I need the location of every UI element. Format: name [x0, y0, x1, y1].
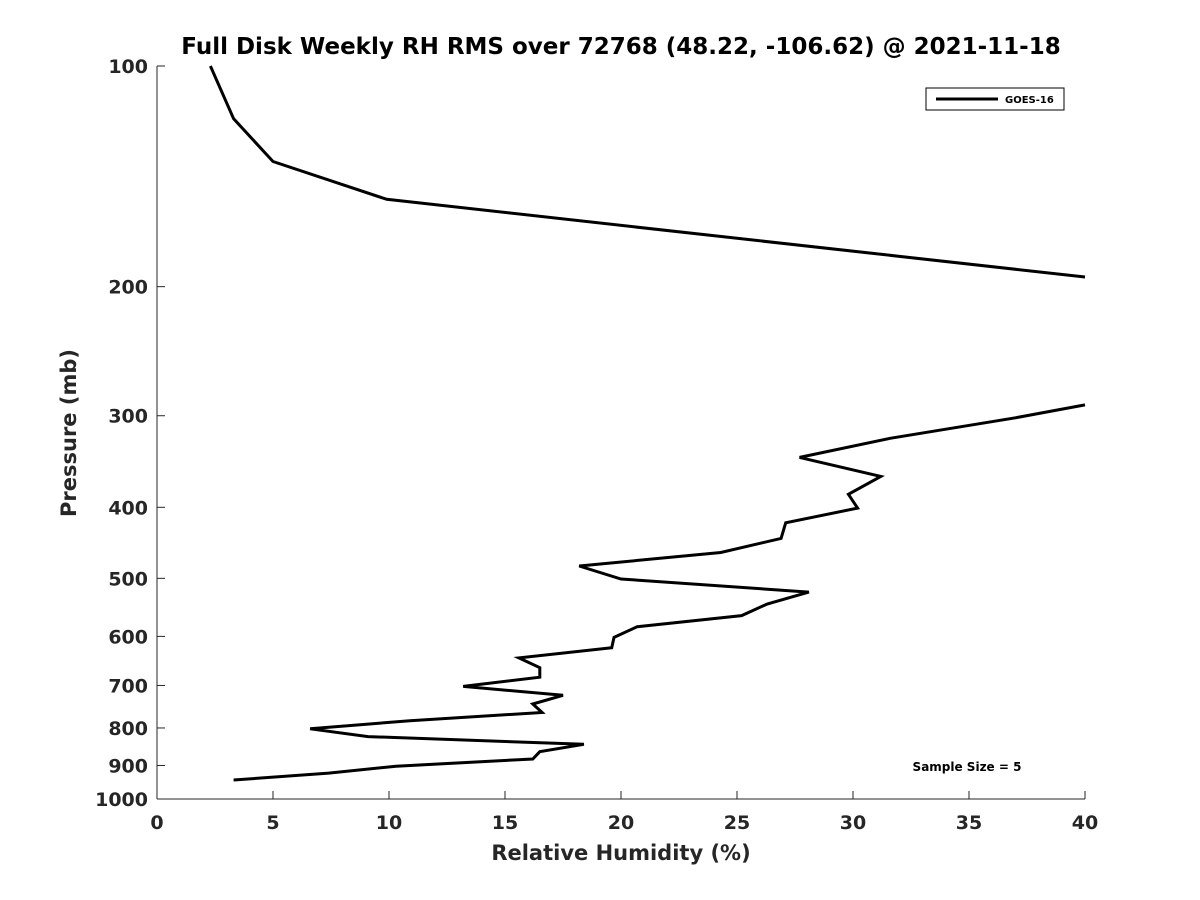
legend-label: GOES-16	[1005, 95, 1054, 106]
y-tick-label: 600	[108, 626, 148, 648]
x-tick-label: 20	[608, 812, 634, 834]
x-tick-label: 15	[492, 812, 518, 834]
y-tick-label: 900	[108, 755, 148, 777]
sample-size-annotation: Sample Size = 5	[913, 760, 1022, 774]
series-line-goes16	[209, 65, 1086, 279]
x-tick-label: 25	[724, 812, 750, 834]
x-tick-label: 10	[376, 812, 402, 834]
y-tick-label: 800	[108, 718, 148, 740]
y-tick-label: 500	[108, 568, 148, 590]
plot-area: 0 5 10 15 20 25 30 35 40 100 200 300 400 500 600 700 800…	[95, 56, 1098, 834]
y-axis-title: Pressure (mb)	[57, 349, 81, 517]
y-tick-label: 700	[108, 675, 148, 697]
x-axis-title: Relative Humidity (%)	[491, 841, 750, 865]
x-tick-label: 35	[956, 812, 982, 834]
x-tick-label: 30	[840, 812, 866, 834]
y-tick-label: 300	[108, 406, 148, 428]
y-tick-label: 400	[108, 497, 148, 519]
series-line-goes16	[233, 403, 1086, 782]
x-tick-label: 5	[266, 812, 279, 834]
y-tick-label: 100	[108, 56, 148, 78]
chart-title: Full Disk Weekly RH RMS over 72768 (48.2…	[181, 34, 1060, 60]
x-tick-label: 40	[1072, 812, 1098, 834]
x-tick-label: 0	[150, 812, 163, 834]
y-tick-label: 1000	[95, 789, 148, 811]
y-tick-label: 200	[108, 277, 148, 299]
